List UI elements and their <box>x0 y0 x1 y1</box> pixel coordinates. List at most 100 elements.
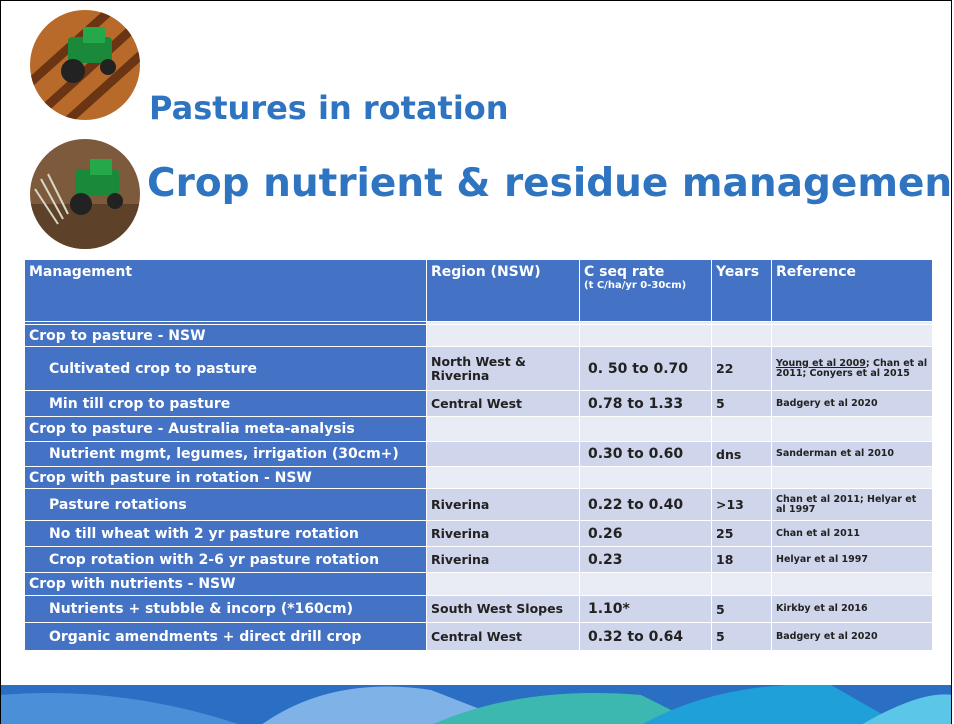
reference-cell: Helyar et al 1997 <box>771 546 933 573</box>
years-cell: dns <box>711 441 772 467</box>
group-row: Crop with pasture in rotation - NSW <box>24 466 933 489</box>
reference-text: Sanderman et al 2010 <box>776 448 895 459</box>
years-cell: 25 <box>711 520 772 547</box>
management-cell: Organic amendments + direct drill crop <box>24 622 427 651</box>
header-text: Years <box>716 264 760 280</box>
data-row: Min till crop to pasture Central West 0.78… <box>24 390 933 417</box>
region-cell: South West Slopes <box>426 595 580 623</box>
reference-link: Young et al 2009 <box>776 357 866 369</box>
data-row: Nutrient mgmt, legumes, irrigation (30cm… <box>24 441 933 467</box>
management-cell: Cultivated crop to pasture <box>24 346 427 391</box>
rate-cell: 0.22 to 0.40 <box>579 488 712 521</box>
reference-cell: Badgery et al 2020 <box>771 390 933 417</box>
management-cell: Pasture rotations <box>24 488 427 521</box>
region-cell: Riverina <box>426 546 580 573</box>
years-cell <box>711 324 772 347</box>
reference-text: Badgery et al 2020 <box>776 397 878 409</box>
reference-text: ; Chan et al 2011; Conyers et al 2015 <box>776 357 928 379</box>
data-row: Crop rotation with 2-6 yr pasture rotati… <box>24 546 933 573</box>
rate-cell: 0.78 to 1.33 <box>579 390 712 417</box>
years-cell <box>711 572 772 596</box>
years-cell: 22 <box>711 346 772 391</box>
group-row: Crop to pasture - NSW <box>24 324 933 347</box>
reference-cell: Kirkby et al 2016 <box>771 595 933 623</box>
reference-cell: Young et al 2009; Chan et al 2011; Conye… <box>771 346 933 391</box>
rate-cell <box>579 572 712 596</box>
reference-cell <box>771 416 933 442</box>
rate-cell: 1.10* <box>579 595 712 623</box>
years-cell: 5 <box>711 622 772 651</box>
management-cell: No till wheat with 2 yr pasture rotation <box>24 520 427 547</box>
rate-cell: 0.32 to 0.64 <box>579 622 712 651</box>
rate-cell: 0.30 to 0.60 <box>579 441 712 467</box>
data-row: Organic amendments + direct drill crop Ce… <box>24 622 933 651</box>
rate-cell <box>579 466 712 489</box>
region-cell <box>426 441 580 467</box>
reference-cell: Chan et al 2011; Helyar et al 1997 <box>771 488 933 521</box>
reference-text: Chan et al 2011; Helyar et al 1997 <box>776 493 917 515</box>
reference-cell: Sanderman et al 2010 <box>771 441 933 467</box>
management-cell: Crop to pasture - NSW <box>24 324 427 347</box>
header-unit: (t C/ha/yr 0-30cm) <box>584 280 687 291</box>
years-cell: 18 <box>711 546 772 573</box>
management-cell: Crop to pasture - Australia meta-analysi… <box>24 416 427 442</box>
region-cell <box>426 416 580 442</box>
rate-cell: 0.26 <box>579 520 712 547</box>
header-text: Region (NSW) <box>431 264 541 280</box>
region-cell: Central West <box>426 622 580 651</box>
rate-cell <box>579 324 712 347</box>
data-row: Cultivated crop to pasture North West & R… <box>24 346 933 391</box>
group-row: Crop to pasture - Australia meta-analysi… <box>24 416 933 442</box>
years-cell: 5 <box>711 595 772 623</box>
management-cell: Crop with nutrients - NSW <box>24 572 427 596</box>
years-cell: >13 <box>711 488 772 521</box>
group-row: Crop with nutrients - NSW <box>24 572 933 596</box>
data-row: Nutrients + stubble & incorp (*160cm) Sou… <box>24 595 933 623</box>
reference-text: Kirkby et al 2016 <box>776 603 868 614</box>
years-cell <box>711 416 772 442</box>
region-cell: Riverina <box>426 488 580 521</box>
data-row: Pasture rotations Riverina 0.22 to 0.40 >13… <box>24 488 933 521</box>
header-cell: Region (NSW) <box>426 259 580 322</box>
rate-cell: 0.23 <box>579 546 712 573</box>
icons <box>30 10 140 249</box>
subtitle: Crop nutrient & residue management <box>147 161 952 206</box>
header-cell: Years <box>711 259 772 322</box>
title: Pastures in rotation <box>149 89 509 127</box>
reference-text: Helyar et al 1997 <box>776 553 868 565</box>
management-cell: Nutrient mgmt, legumes, irrigation (30cm… <box>24 441 427 467</box>
header-text: Reference <box>776 264 857 280</box>
header-text: Management <box>29 264 133 280</box>
years-cell <box>711 466 772 489</box>
tractor-icon <box>61 27 116 83</box>
reference-cell: Chan et al 2011 <box>771 520 933 547</box>
management-cell: Nutrients + stubble & incorp (*160cm) <box>24 595 427 623</box>
header-row: Management Region (NSW) C seq rate (t C/ha/… <box>24 259 933 322</box>
header-cell: Reference <box>771 259 933 322</box>
region-cell: North West & Riverina <box>426 346 580 391</box>
management-cell: Crop with pasture in rotation - NSW <box>24 466 427 489</box>
rate-cell: 0. 50 to 0.70 <box>579 346 712 391</box>
rate-cell <box>579 416 712 442</box>
data-table: Management Region (NSW) C seq rate (t C/ha/… <box>24 259 933 651</box>
reference-cell <box>771 324 933 347</box>
region-cell <box>426 572 580 596</box>
reference-text: Badgery et al 2020 <box>776 630 878 642</box>
management-cell: Min till crop to pasture <box>24 390 427 417</box>
region-cell: Riverina <box>426 520 580 547</box>
reference-cell <box>771 572 933 596</box>
header-cell: C seq rate (t C/ha/yr 0-30cm) <box>579 259 712 322</box>
header-cell: Management <box>24 259 427 322</box>
region-cell <box>426 466 580 489</box>
data-row: No till wheat with 2 yr pasture rotation… <box>24 520 933 547</box>
reference-cell <box>771 466 933 489</box>
reference-text: Chan et al 2011 <box>776 527 860 539</box>
header-text: C seq rate <box>584 264 665 280</box>
management-cell: Crop rotation with 2-6 yr pasture rotati… <box>24 546 427 573</box>
footer-band <box>1 685 951 724</box>
years-cell: 5 <box>711 390 772 417</box>
reference-cell: Badgery et al 2020 <box>771 622 933 651</box>
region-cell <box>426 324 580 347</box>
